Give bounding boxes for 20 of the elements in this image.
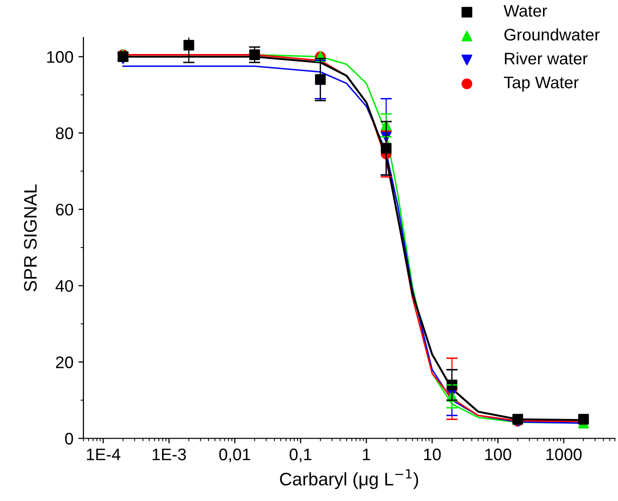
x-axis-title: Carbaryl (μg L$^{−1}$) <box>280 469 418 490</box>
legend-label: Groundwater <box>504 28 600 41</box>
legend-label: River water <box>504 52 588 64</box>
x-tick-label: 1 <box>363 448 370 460</box>
y-axis-title: SPR SIGNAL <box>24 184 37 292</box>
x-tick-label: 10 <box>424 448 441 460</box>
x-tick-label: 1E-3 <box>152 448 186 460</box>
x-tick-label: 0,1 <box>290 448 312 462</box>
legend-label: Water <box>504 5 548 17</box>
x-tick-label: 1000 <box>546 448 582 460</box>
y-tick-label: 40 <box>56 280 74 292</box>
y-tick-label: 20 <box>56 356 74 368</box>
x-tick-label: 0,01 <box>219 448 250 462</box>
y-tick-label: 0 <box>65 432 74 445</box>
y-tick-label: 80 <box>56 127 74 140</box>
x-tick-label: 1E-4 <box>86 448 120 460</box>
y-tick-label: 100 <box>47 51 74 63</box>
x-tick-label: 100 <box>485 448 512 460</box>
y-tick-label: 60 <box>56 204 74 216</box>
legend-label: Tap Water <box>504 76 579 92</box>
